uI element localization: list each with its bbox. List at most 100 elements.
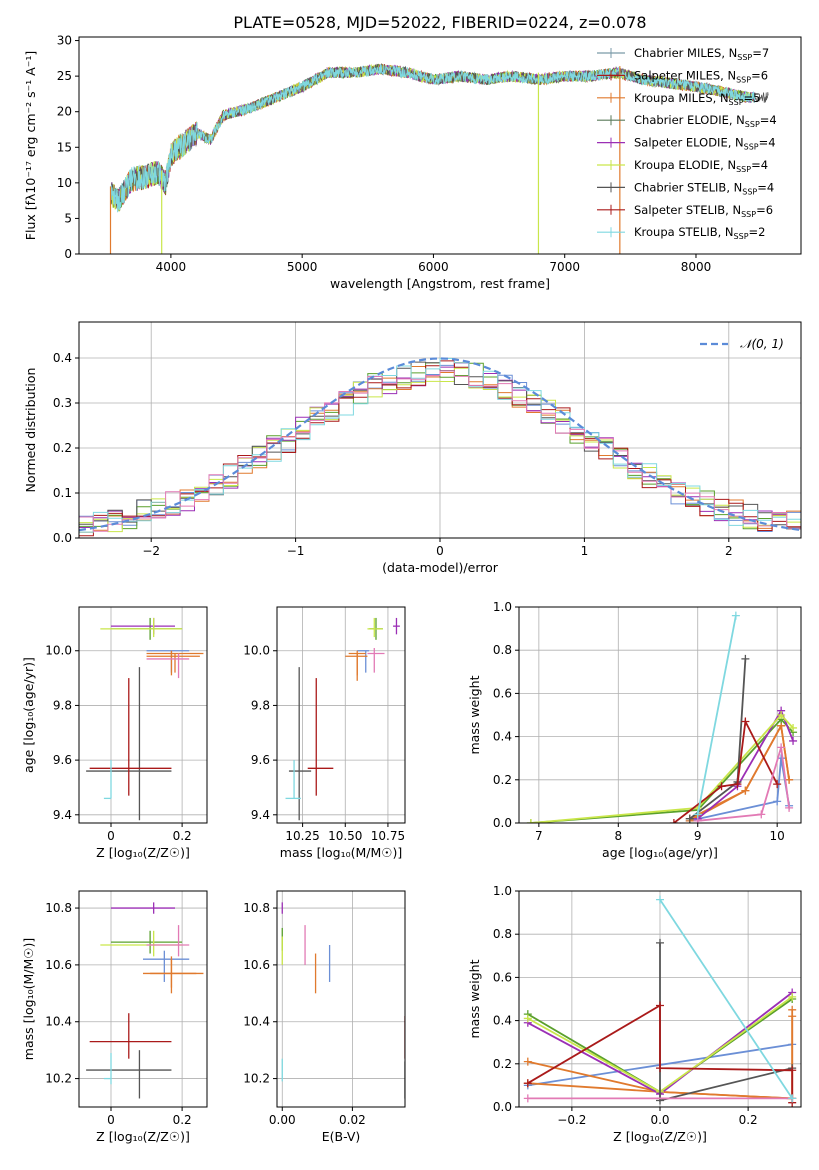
weight-series-marker (526, 819, 535, 823)
y-axis-label: Normed distribution (23, 368, 38, 493)
error-point (348, 650, 366, 676)
axes-frame (78, 606, 208, 824)
y-tick-label: 10.4 (243, 1015, 270, 1029)
error-point (100, 617, 183, 638)
x-axis-label: Z [log₁₀(Z/Z☉)] (96, 1129, 190, 1144)
weight-series-marker (685, 814, 694, 823)
x-tick-label: 0.0 (650, 1113, 669, 1127)
spectrum-plot-area (109, 63, 769, 254)
y-tick-label: 0 (64, 247, 72, 261)
weight-series-line (696, 615, 737, 815)
histogram-step (79, 370, 801, 537)
y-tick-label: 0.3 (53, 396, 72, 410)
error-point (288, 667, 312, 821)
weight-series-marker (777, 711, 786, 719)
weight-series-marker (656, 1001, 664, 1010)
spectrum-line (110, 63, 769, 209)
weight-series-marker (785, 803, 794, 812)
weight_vs_age-panel: 7 8 9 10 0.0 0.2 0.4 0.6 0.8 1.0 age [log₁₀(age/yr… (467, 600, 802, 860)
x-tick-label: 2 (725, 544, 733, 558)
error-point (367, 648, 385, 673)
weight-series-marker (777, 743, 786, 752)
error-point (143, 950, 190, 982)
x-axis-label: Z [log₁₀(Z/Z☉)] (96, 845, 190, 860)
weight-series-marker (741, 654, 750, 663)
residuals-plot-area (79, 357, 801, 537)
residuals-panel: −2 −1 0 1 2 0.0 0.1 0.2 0.3 0.4 (data-model)/error… (23, 321, 802, 575)
x-tick-label: 8 (614, 829, 622, 843)
x-tick-label: 0.00 (269, 1113, 296, 1127)
weight-series-marker (523, 1079, 532, 1088)
y-tick-label: 0.6 (493, 970, 512, 984)
y-tick-label: 10.8 (45, 901, 72, 915)
weight-series-marker (523, 1014, 532, 1023)
legend-entry: Chabrier STELIB, NSSP=4 (634, 180, 774, 196)
error-point (86, 1050, 172, 1099)
legend-entry: Chabrier ELODIE, NSSP=4 (634, 113, 777, 129)
error-point (357, 650, 370, 673)
mass_vs_Z-plot-area (86, 902, 204, 1099)
error-point (146, 653, 200, 673)
weight-series-marker (741, 717, 750, 726)
x-tick-label: 7000 (549, 260, 580, 274)
weight-series-marker (656, 938, 664, 947)
x-tick-label: 0 (107, 1113, 115, 1127)
legend-entry: Kroupa ELODIE, NSSP=4 (634, 158, 768, 174)
weight-series-marker (693, 810, 702, 819)
y-tick-label: 0.4 (493, 1014, 512, 1028)
weight-series-marker (789, 736, 798, 745)
y-tick-label: 9.8 (53, 698, 72, 712)
y-tick-label: 10.4 (45, 1015, 72, 1029)
y-tick-label: 0.8 (493, 643, 512, 657)
weight-series-marker (788, 992, 797, 1001)
weight-series-line (527, 1016, 794, 1100)
y-tick-label: 10 (57, 176, 72, 190)
y-axis-label: mass weight (467, 675, 482, 754)
error-point (150, 959, 197, 988)
weight-series-marker (656, 895, 664, 904)
x-tick-label: 10.50 (328, 829, 362, 843)
axes-frame (78, 36, 802, 255)
mass_vs_Z-panel: 0 0.2 10.2 10.4 10.6 10.8 Z [log₁₀(Z/Z☉)] mass … (21, 890, 208, 1144)
legend-entry: Kroupa MILES, NSSP=5 (634, 91, 760, 107)
x-tick-label: 0 (107, 829, 115, 843)
x-axis-label: (data-model)/error (382, 560, 499, 575)
legend-entry: Salpeter ELODIE, NSSP=4 (634, 136, 776, 152)
y-tick-label: 9.6 (53, 753, 72, 767)
y-tick-label: 0.0 (53, 531, 72, 545)
x-tick-label: −1 (287, 544, 305, 558)
y-tick-label: 0.2 (493, 1057, 512, 1071)
x-tick-label: 10.25 (285, 829, 319, 843)
weight-series-marker (788, 1066, 797, 1075)
error-point (103, 1053, 112, 1085)
y-axis-label: Flux [fλ10⁻¹⁷ erg cm⁻² s⁻¹ A⁻¹] (23, 51, 38, 240)
y-tick-label: 0.2 (53, 441, 72, 455)
y-tick-label: 10.8 (243, 901, 270, 915)
weight-series-marker (789, 723, 798, 732)
y-tick-label: 0.0 (493, 1100, 512, 1114)
error-point (89, 678, 172, 796)
x-tick-label: 8000 (681, 260, 712, 274)
y-tick-label: 0.0 (493, 816, 512, 830)
legend-entry: Salpeter STELIB, NSSP=6 (634, 203, 773, 219)
x-tick-label: 9 (694, 829, 702, 843)
y-tick-label: 20 (57, 105, 72, 119)
legend-entry: Chabrier MILES, NSSP=7 (634, 46, 769, 62)
weight-series-marker (788, 1012, 797, 1021)
y-tick-label: 10.2 (45, 1072, 72, 1086)
y-tick-label: 9.6 (251, 753, 270, 767)
y-tick-label: 0.1 (53, 486, 72, 500)
y-axis-label: mass [log₁₀(M/M☉)] (21, 938, 36, 1060)
error-point (111, 902, 175, 914)
weight-series-marker (741, 786, 750, 795)
y-tick-label: 0.2 (493, 773, 512, 787)
weight_vs_age-plot-area (526, 611, 798, 823)
y-tick-label: 5 (64, 211, 72, 225)
y-tick-label: 10.2 (243, 1072, 270, 1086)
error-point (367, 617, 383, 638)
y-tick-label: 15 (57, 140, 72, 154)
y-tick-label: 0.4 (493, 730, 512, 744)
age_vs_Z-panel: 0 0.2 9.4 9.6 9.8 10.0 Z [log₁₀(Z/Z☉)] age [log… (21, 606, 208, 860)
x-axis-label: E(B-V) (322, 1129, 361, 1144)
x-tick-label: 1 (581, 544, 589, 558)
